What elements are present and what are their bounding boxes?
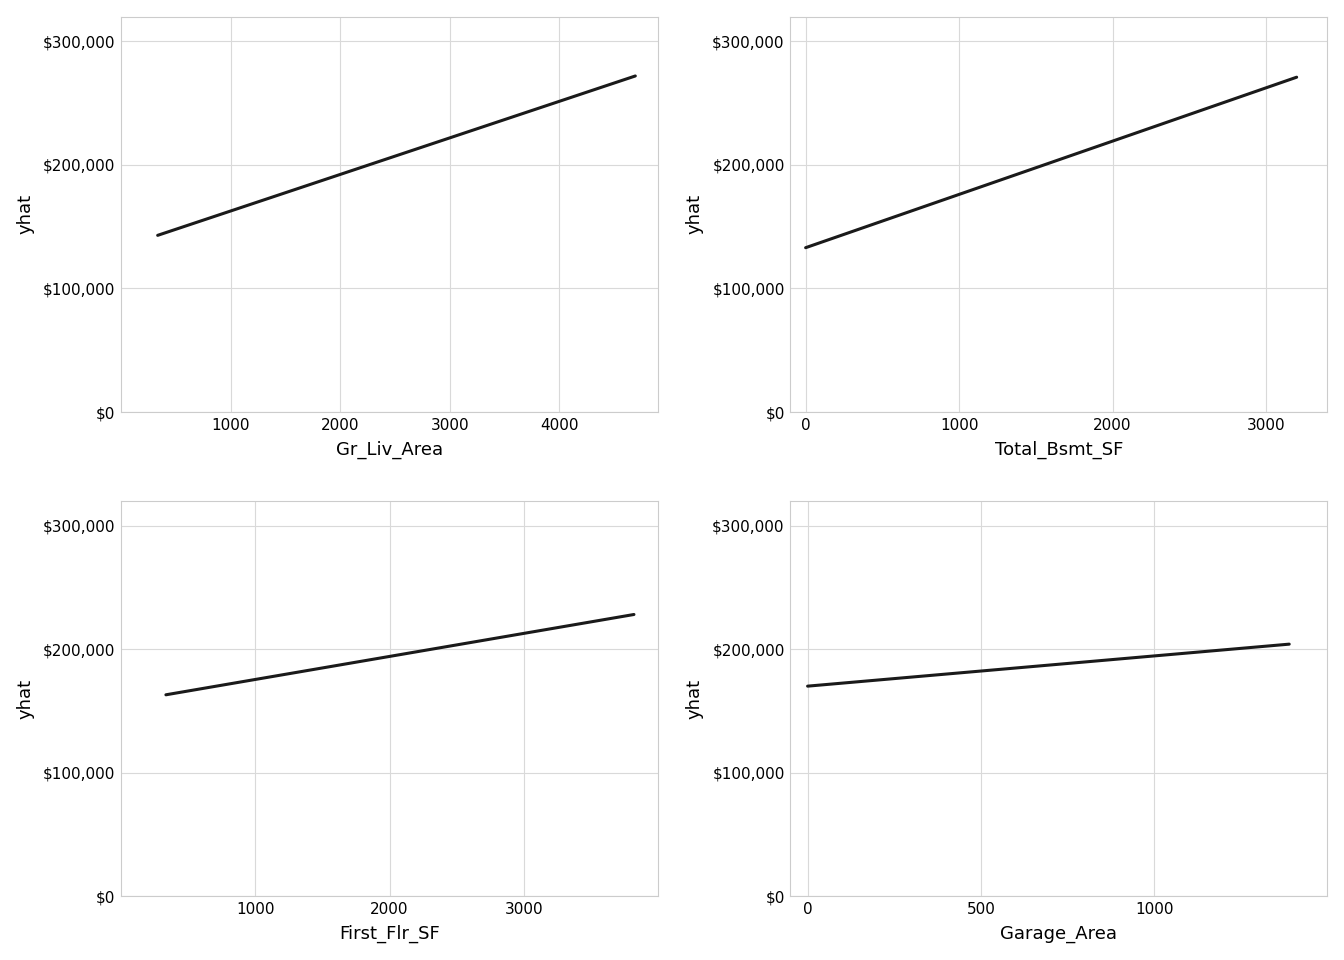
X-axis label: Total_Bsmt_SF: Total_Bsmt_SF bbox=[995, 441, 1124, 459]
X-axis label: First_Flr_SF: First_Flr_SF bbox=[339, 925, 439, 944]
Y-axis label: yhat: yhat bbox=[685, 194, 704, 234]
Y-axis label: yhat: yhat bbox=[685, 679, 704, 719]
Y-axis label: yhat: yhat bbox=[16, 679, 35, 719]
X-axis label: Gr_Liv_Area: Gr_Liv_Area bbox=[336, 441, 444, 459]
Y-axis label: yhat: yhat bbox=[16, 194, 35, 234]
X-axis label: Garage_Area: Garage_Area bbox=[1000, 925, 1117, 943]
